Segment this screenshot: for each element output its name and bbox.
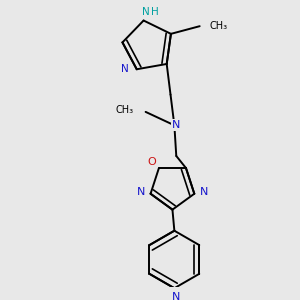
Text: N: N	[172, 292, 181, 300]
Text: CH₃: CH₃	[116, 105, 134, 115]
Text: N: N	[172, 120, 181, 130]
Text: N: N	[142, 7, 149, 17]
Text: N: N	[137, 187, 145, 197]
Text: CH₃: CH₃	[209, 21, 227, 31]
Text: N: N	[122, 64, 129, 74]
Text: O: O	[147, 157, 156, 167]
Text: N: N	[200, 187, 208, 197]
Text: H: H	[151, 7, 159, 17]
